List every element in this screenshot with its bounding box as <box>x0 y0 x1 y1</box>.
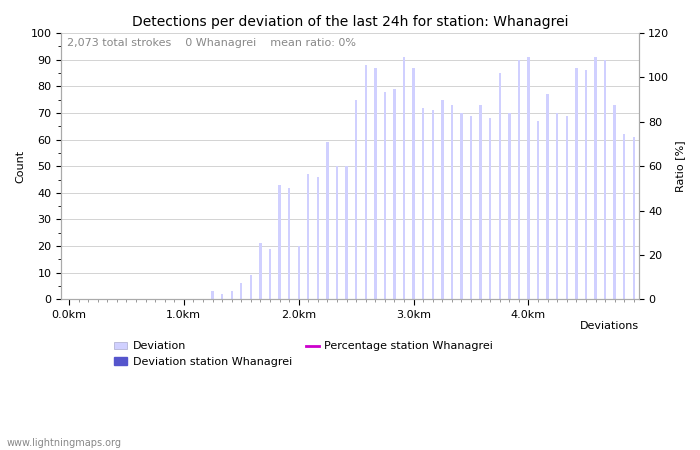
Bar <box>422 108 424 299</box>
Bar <box>384 91 386 299</box>
Bar <box>402 57 405 299</box>
Bar <box>259 243 262 299</box>
Bar <box>556 113 559 299</box>
Bar <box>432 110 434 299</box>
Bar <box>288 188 290 299</box>
Bar <box>518 59 520 299</box>
Bar <box>230 292 233 299</box>
Bar <box>633 137 635 299</box>
Bar <box>604 59 606 299</box>
Y-axis label: Ratio [%]: Ratio [%] <box>675 140 685 192</box>
Bar <box>441 99 444 299</box>
Bar <box>269 249 271 299</box>
Bar <box>326 142 328 299</box>
Bar <box>355 99 358 299</box>
Bar <box>527 57 530 299</box>
Text: www.lightningmaps.org: www.lightningmaps.org <box>7 438 122 448</box>
Bar <box>412 68 415 299</box>
Bar <box>211 292 214 299</box>
Title: Detections per deviation of the last 24h for station: Whanagrei: Detections per deviation of the last 24h… <box>132 15 568 29</box>
Bar <box>279 185 281 299</box>
Bar <box>307 174 309 299</box>
Bar <box>240 284 242 299</box>
Bar <box>623 134 625 299</box>
Bar <box>480 105 482 299</box>
Bar <box>489 118 491 299</box>
Bar <box>498 73 501 299</box>
Bar <box>316 177 319 299</box>
Bar <box>537 121 539 299</box>
Bar <box>451 105 453 299</box>
Bar <box>298 246 300 299</box>
Text: 2,073 total strokes    0 Whanagrei    mean ratio: 0%: 2,073 total strokes 0 Whanagrei mean rat… <box>67 38 356 48</box>
Bar <box>461 113 463 299</box>
Bar <box>584 70 587 299</box>
Bar <box>575 68 578 299</box>
Bar <box>566 116 568 299</box>
Bar <box>547 94 549 299</box>
Bar <box>393 89 395 299</box>
Bar <box>470 116 473 299</box>
Bar <box>345 166 348 299</box>
Bar <box>250 275 252 299</box>
Bar <box>221 294 223 299</box>
Bar <box>336 166 338 299</box>
Bar <box>613 105 616 299</box>
Bar <box>508 113 510 299</box>
Y-axis label: Count: Count <box>15 149 25 183</box>
Bar <box>374 68 377 299</box>
Bar <box>594 57 596 299</box>
Text: Deviations: Deviations <box>580 321 638 331</box>
Legend: Deviation, Deviation station Whanagrei, Percentage station Whanagrei: Deviation, Deviation station Whanagrei, … <box>110 337 498 371</box>
Bar <box>365 65 367 299</box>
